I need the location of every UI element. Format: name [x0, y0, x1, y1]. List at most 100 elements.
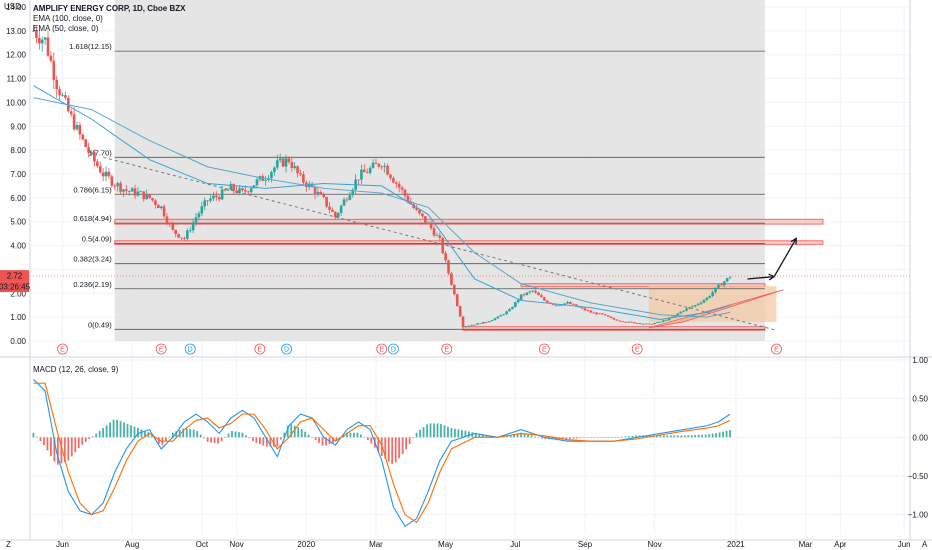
candle-body	[685, 308, 688, 311]
candle-body	[493, 318, 497, 321]
time-tick-label: Jul	[510, 540, 520, 549]
candle-body	[345, 199, 349, 201]
candle-body	[52, 60, 56, 80]
candle-body	[534, 290, 537, 293]
price-tick-label: 4.00	[10, 242, 26, 251]
candle-body	[650, 323, 653, 325]
macd-histogram-bar	[175, 431, 178, 438]
candle-body	[162, 206, 166, 217]
zoom-label: Z	[6, 540, 11, 549]
candle-body	[447, 260, 450, 274]
candle-body	[476, 323, 479, 325]
candle-body	[40, 39, 44, 44]
candle-body	[435, 235, 439, 237]
macd-histogram-bar	[621, 436, 623, 438]
macd-histogram-bar	[589, 437, 592, 438]
descending-trendline	[103, 156, 777, 331]
macd-histogram-bar	[568, 437, 571, 440]
fib-label: 0(0.49)	[88, 320, 112, 329]
resistance-zone	[520, 283, 766, 288]
candle-body	[339, 205, 343, 214]
price-tick-label: 6.00	[10, 194, 26, 203]
candle-body	[586, 310, 590, 312]
candle-body	[122, 189, 125, 192]
candle-body	[511, 307, 514, 310]
candle-body	[630, 321, 633, 323]
candle-body	[679, 311, 683, 314]
macd-histogram-bar	[311, 437, 314, 438]
macd-histogram-bar	[157, 437, 160, 444]
candle-body	[627, 321, 630, 323]
macd-histogram-bar	[586, 437, 589, 438]
macd-histogram-bar	[182, 428, 185, 438]
candle-body	[125, 189, 128, 192]
time-tick-label: Sep	[578, 540, 593, 549]
candle-body	[592, 312, 595, 314]
candle-body	[580, 307, 584, 309]
macd-histogram-bar	[98, 430, 101, 438]
macd-histogram-bar	[346, 432, 348, 438]
macd-histogram-bar	[433, 423, 435, 438]
candle-body	[688, 307, 691, 309]
candle-body	[450, 273, 453, 285]
candle-body	[310, 183, 314, 188]
current-price-tag	[0, 270, 29, 282]
macd-histogram-bar	[450, 428, 453, 438]
candle-body	[371, 162, 375, 168]
macd-histogram-bar	[443, 425, 446, 438]
candle-body	[389, 174, 392, 179]
candle-body	[525, 292, 529, 295]
macd-histogram-bar	[359, 434, 362, 438]
macd-histogram-bar	[321, 437, 324, 446]
candle-body	[696, 303, 700, 306]
time-tick-label: Jun	[898, 540, 911, 549]
macd-histogram-bar	[39, 437, 42, 442]
macd-histogram-bar	[690, 435, 693, 438]
candle-body	[84, 139, 88, 148]
macd-histogram-bar	[697, 434, 700, 438]
candle-body	[151, 197, 154, 201]
candle-body	[316, 192, 320, 195]
macd-histogram-bar	[286, 425, 289, 438]
currency-label: USD	[4, 2, 21, 11]
candle-body	[563, 303, 566, 305]
price-tick-label: 7.00	[10, 170, 26, 179]
candle-body	[659, 321, 662, 323]
fib-levels: 1.618(12.15) 1(7.70) 0.786(6.15) 0.618(4.94…	[69, 42, 765, 330]
arrow-head	[790, 237, 797, 245]
macd-histogram-bar	[676, 435, 679, 438]
candle-body	[598, 313, 601, 315]
macd-histogram-bar	[63, 437, 66, 462]
candle-body	[705, 297, 709, 301]
macd-histogram-bar	[269, 437, 272, 447]
candle-body	[284, 158, 288, 167]
candle-body	[473, 324, 476, 326]
macd-histogram-bar	[77, 437, 80, 449]
candle-body	[455, 294, 459, 307]
time-tick-label: 2020	[297, 540, 315, 549]
candle-body	[702, 300, 706, 303]
macd-histogram-bar	[60, 437, 63, 464]
candle-body	[635, 323, 639, 325]
macd-histogram-bar	[171, 432, 174, 438]
candle-body	[615, 319, 619, 321]
macd-histogram-bar	[523, 433, 526, 438]
macd-histogram-bar	[126, 423, 129, 438]
macd-tick-label: −1.00	[908, 511, 929, 520]
macd-histogram-bar	[725, 430, 728, 438]
candle-body	[32, 30, 35, 32]
candle-body	[720, 284, 723, 286]
macd-histogram-bar	[593, 437, 596, 438]
candle-body	[81, 134, 85, 140]
price-tick-label: 1.00	[10, 313, 26, 322]
candle-body	[278, 158, 282, 161]
macd-histogram-bar	[102, 428, 105, 438]
candle-body	[319, 192, 323, 195]
candle-body	[516, 299, 520, 303]
candle-body	[545, 300, 549, 303]
candle-body	[418, 210, 421, 214]
candle-body	[647, 323, 651, 325]
macd-histogram-bar	[304, 431, 307, 438]
candle-body	[621, 321, 624, 322]
candle-body	[232, 184, 236, 191]
